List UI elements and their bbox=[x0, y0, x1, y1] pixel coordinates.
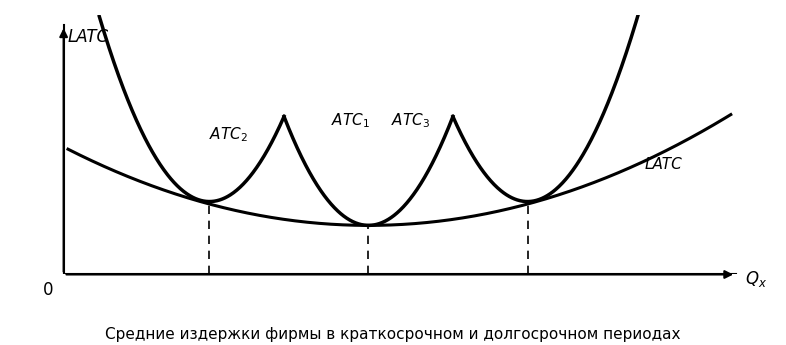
Text: $ATC_1$: $ATC_1$ bbox=[332, 111, 370, 130]
Text: 0: 0 bbox=[42, 281, 53, 299]
Text: Средние издержки фирмы в краткосрочном и долгосрочном периодах: Средние издержки фирмы в краткосрочном и… bbox=[105, 327, 681, 342]
Text: LATC: LATC bbox=[645, 157, 683, 171]
Text: $Q_x$: $Q_x$ bbox=[745, 269, 767, 289]
Text: LATC: LATC bbox=[68, 28, 109, 46]
Text: $ATC_3$: $ATC_3$ bbox=[391, 111, 430, 130]
Text: $ATC_2$: $ATC_2$ bbox=[209, 125, 248, 144]
